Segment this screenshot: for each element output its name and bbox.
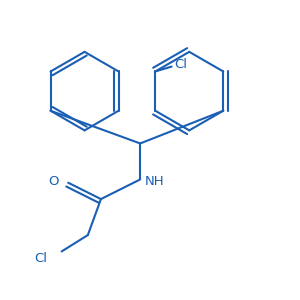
Text: O: O: [49, 175, 59, 188]
Text: Cl: Cl: [34, 252, 47, 266]
Text: Cl: Cl: [175, 58, 188, 71]
Text: NH: NH: [145, 175, 165, 188]
